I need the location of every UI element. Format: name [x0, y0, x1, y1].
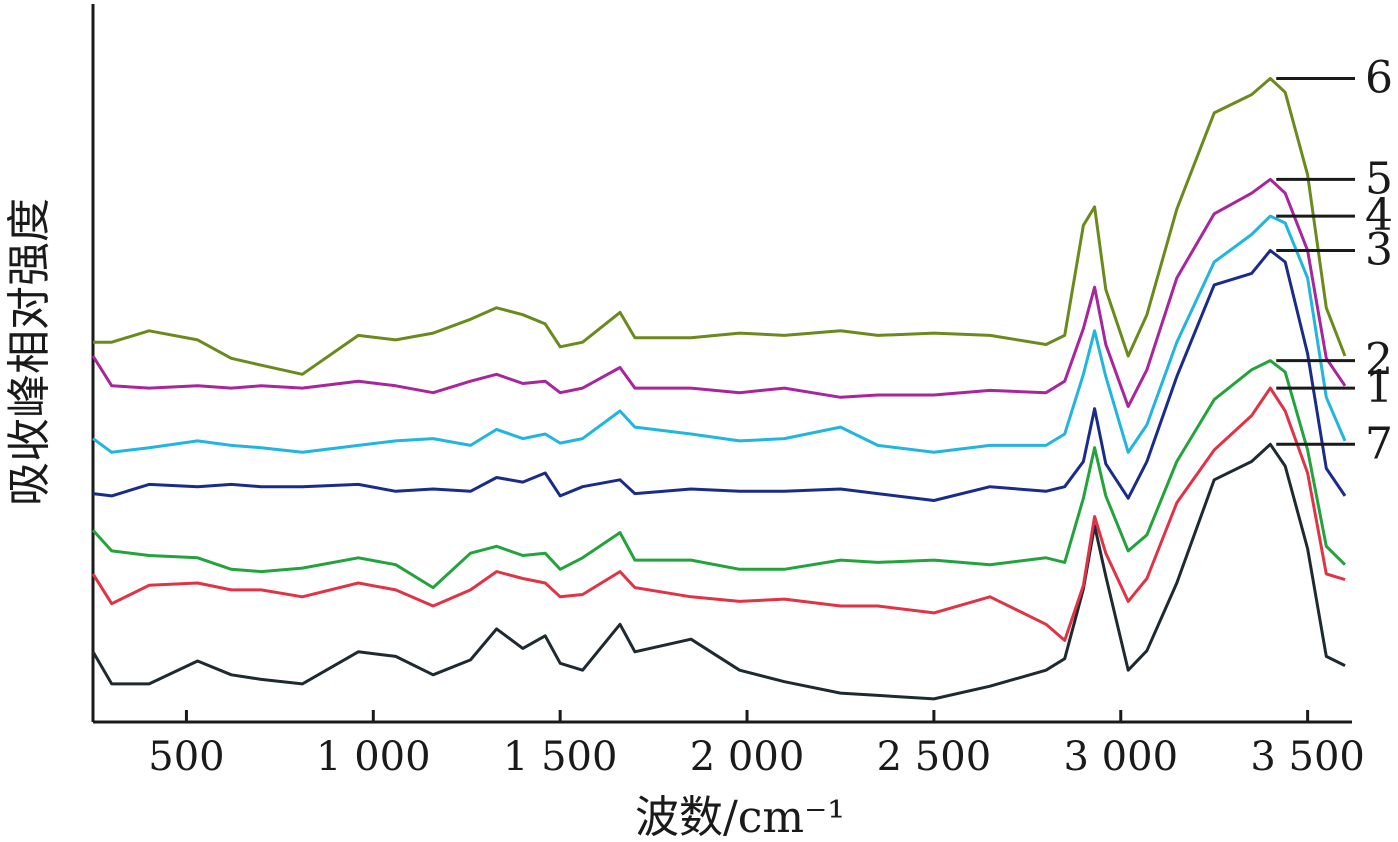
curve-label-2: 2 [1365, 335, 1393, 386]
x-tick-label: 1 000 [316, 734, 431, 780]
x-tick-label: 500 [148, 734, 224, 780]
curve-labels: 712 345 6 [1276, 53, 1393, 469]
curve-label-1: 1 [1365, 362, 1393, 413]
y-axis-title: 吸收峰相对强度 [4, 198, 55, 506]
series-line-1 [91, 386, 1346, 642]
curve-label-7: 7 [1365, 418, 1393, 469]
curve-label-5: 5 [1365, 153, 1393, 204]
series-line-7 [91, 442, 1346, 701]
x-tick-label: 2 000 [690, 734, 805, 780]
series-line-4 [92, 214, 1347, 454]
curve-label-3: 3 [1365, 225, 1393, 276]
x-tick-label: 3 000 [1064, 734, 1179, 780]
series-group [91, 77, 1347, 701]
curve-label-6: 6 [1365, 53, 1393, 104]
x-tick-label: 2 500 [877, 734, 992, 780]
curve-label-4: 4 [1365, 190, 1393, 241]
series-line-5 [91, 177, 1347, 408]
series-line-3 [92, 249, 1347, 502]
x-ticks: 500 1 000 1 500 2 000 2 500 3 000 3 500 [148, 710, 1365, 780]
x-tick-label: 3 500 [1250, 734, 1365, 780]
series-line-6 [93, 77, 1347, 376]
x-axis-title: 波数/cm⁻¹ [635, 792, 845, 842]
x-tick-label: 1 500 [503, 734, 618, 780]
series-line-2 [91, 359, 1347, 590]
axes [91, 4, 1352, 724]
